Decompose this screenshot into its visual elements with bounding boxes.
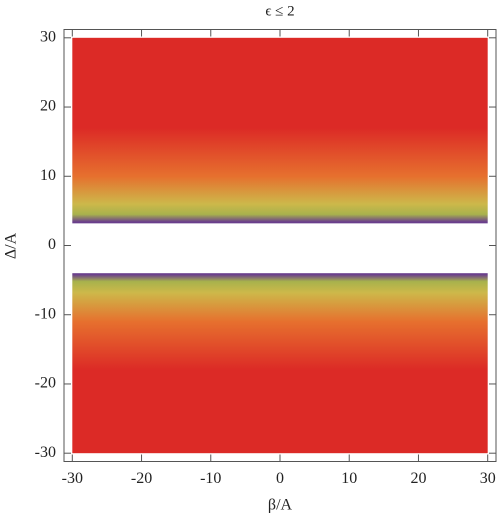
y-axis-label: Δ/A [3, 232, 20, 259]
x-tick-label: -20 [131, 470, 152, 487]
x-tick-label: 0 [276, 470, 284, 487]
y-tick-label: 20 [40, 98, 56, 115]
x-tick-label: 30 [480, 470, 496, 487]
y-tick-label: -10 [35, 305, 56, 322]
y-tick-label: 0 [48, 236, 56, 253]
y-tick-label: -20 [35, 375, 56, 392]
region [72, 273, 488, 454]
chart-title: ϵ ≤ 2 [265, 3, 294, 19]
x-tick-label: 20 [410, 470, 426, 487]
x-tick-label: -10 [200, 470, 221, 487]
x-tick-label: -30 [62, 470, 83, 487]
y-tick-label: 10 [40, 167, 56, 184]
y-tick-label: 30 [40, 28, 56, 45]
x-tick-label: 10 [341, 470, 357, 487]
x-axis-label: β/A [268, 497, 293, 514]
region [72, 37, 488, 224]
y-tick-label: -30 [35, 444, 56, 461]
